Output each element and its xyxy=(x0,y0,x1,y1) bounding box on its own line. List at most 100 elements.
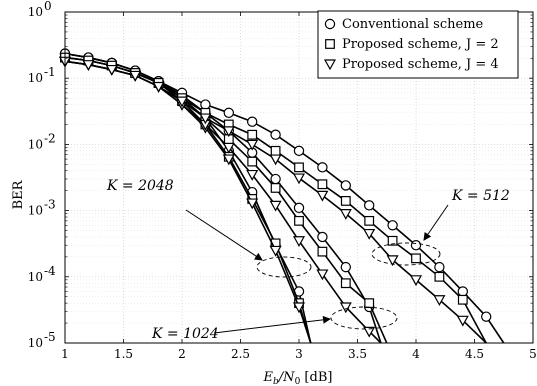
legend-label-proposed-j2: Proposed scheme, J = 2 xyxy=(342,37,499,52)
data-point-circle xyxy=(364,200,375,211)
y-tick-label: 10 xyxy=(28,137,43,151)
annotation-arrow xyxy=(213,315,331,334)
data-point-square xyxy=(364,298,375,309)
x-tick-label: 3.5 xyxy=(348,347,367,361)
data-point-circle xyxy=(387,220,398,231)
annotation-label: K = 512 xyxy=(451,188,510,204)
annotation-2048: K = 2048 xyxy=(106,178,312,278)
data-point-square xyxy=(434,271,445,282)
data-point-square xyxy=(247,129,258,140)
tick-marks xyxy=(64,11,534,344)
y-tick-label: 10 xyxy=(28,71,43,85)
data-point-triangle xyxy=(456,315,469,327)
y-tick-label-exponent: -3 xyxy=(44,198,56,212)
data-point-square xyxy=(325,39,335,49)
data-point-circle xyxy=(457,286,468,297)
data-point-triangle xyxy=(363,326,376,338)
data-point-circle xyxy=(324,18,336,30)
data-point-circle xyxy=(293,202,305,214)
x-axis-label-sub2: 0 xyxy=(295,377,301,386)
data-point-square xyxy=(340,196,351,206)
annotation-1024: K = 1024 xyxy=(151,306,398,342)
annotation-ellipse xyxy=(330,306,398,330)
data-point-circle xyxy=(317,162,328,173)
data-point-triangle xyxy=(292,173,306,185)
legend-circle-marker xyxy=(324,18,336,30)
annotation-label: K = 2048 xyxy=(106,178,174,194)
data-point-square xyxy=(317,179,328,190)
data-point-triangle xyxy=(246,139,259,151)
legend: Conventional scheme Proposed scheme, J =… xyxy=(317,10,519,79)
data-point-circle xyxy=(200,99,211,110)
data-point-triangle xyxy=(292,236,306,248)
x-tick-label: 4 xyxy=(412,347,420,361)
data-point-triangle xyxy=(129,70,142,82)
legend-label-proposed-j4: Proposed scheme, J = 4 xyxy=(342,57,499,72)
y-tick-label: 10 xyxy=(28,336,43,350)
legend-label-conventional: Conventional scheme xyxy=(342,17,484,32)
y-tick-label-exponent: -1 xyxy=(44,65,56,79)
data-point-triangle xyxy=(363,228,376,240)
y-tick-label-exponent: -4 xyxy=(44,264,56,278)
series-triangle-512 xyxy=(58,56,487,344)
data-point-triangle xyxy=(386,255,399,267)
data-point-circle xyxy=(340,261,351,273)
legend-triangle-marker xyxy=(323,59,337,71)
series-layer xyxy=(58,48,505,344)
x-tick-label: 4.5 xyxy=(465,347,484,361)
data-point-triangle xyxy=(175,96,189,108)
data-point-square xyxy=(294,162,304,173)
data-point-triangle xyxy=(199,113,212,125)
annotation-512: K = 512 xyxy=(371,188,510,266)
data-point-triangle xyxy=(222,154,235,166)
y-tick-label: 10 xyxy=(28,204,43,218)
x-tick-labels: 1 1.5 2 2.5 3 3.5 4 4.5 5 xyxy=(61,347,537,361)
data-point-triangle xyxy=(269,200,282,212)
data-point-triangle xyxy=(222,142,235,154)
y-axis-label: BER xyxy=(11,179,26,209)
annotation-arrow xyxy=(185,209,263,261)
y-tick-label: 10 xyxy=(28,5,43,19)
data-point-triangle xyxy=(316,190,329,202)
annotation-layer: K = 2048 K = 512 K = 1024 xyxy=(106,178,510,342)
data-point-triangle xyxy=(152,81,165,93)
x-tick-label: 2.5 xyxy=(231,347,250,361)
annotation-ellipse xyxy=(371,242,441,266)
x-tick-label: 1.5 xyxy=(114,347,133,361)
data-point-circle xyxy=(481,311,492,322)
data-point-circle xyxy=(410,240,422,251)
y-tick-label-exponent: -2 xyxy=(44,131,56,145)
x-axis-label: Eb/N0 [dB] xyxy=(263,370,333,386)
data-point-circle xyxy=(293,145,305,157)
data-point-triangle xyxy=(316,269,329,281)
data-point-square xyxy=(294,215,304,226)
annotation-label: K = 1024 xyxy=(151,326,219,342)
legend-entry-proposed-j4: Proposed scheme, J = 4 xyxy=(323,57,499,72)
data-point-triangle xyxy=(246,169,259,181)
legend-entry-conventional: Conventional scheme xyxy=(324,17,484,32)
annotation-ellipse xyxy=(256,256,312,278)
data-point-circle xyxy=(317,231,328,243)
legend-square-marker xyxy=(325,39,335,49)
data-point-circle xyxy=(340,180,351,191)
data-point-square xyxy=(364,215,375,226)
data-point-triangle xyxy=(82,60,95,71)
x-tick-label: 5 xyxy=(529,347,537,361)
data-point-triangle xyxy=(269,245,282,257)
data-point-square xyxy=(387,235,398,246)
data-point-square xyxy=(270,183,281,193)
x-tick-label: 2 xyxy=(178,347,186,361)
data-point-triangle xyxy=(339,209,352,220)
data-point-triangle xyxy=(339,302,352,314)
x-tick-label: 3 xyxy=(295,347,303,361)
y-tick-label-exponent: 0 xyxy=(44,0,52,13)
x-axis-label-unit: [dB] xyxy=(300,370,332,385)
x-axis-label-main: E xyxy=(263,370,274,385)
annotation-arrow xyxy=(423,204,449,241)
data-point-triangle xyxy=(323,59,337,71)
data-point-circle xyxy=(270,173,281,185)
data-point-square xyxy=(340,278,351,289)
data-point-circle xyxy=(434,261,445,273)
x-tick-label: 1 xyxy=(61,347,69,361)
legend-box xyxy=(317,10,519,79)
